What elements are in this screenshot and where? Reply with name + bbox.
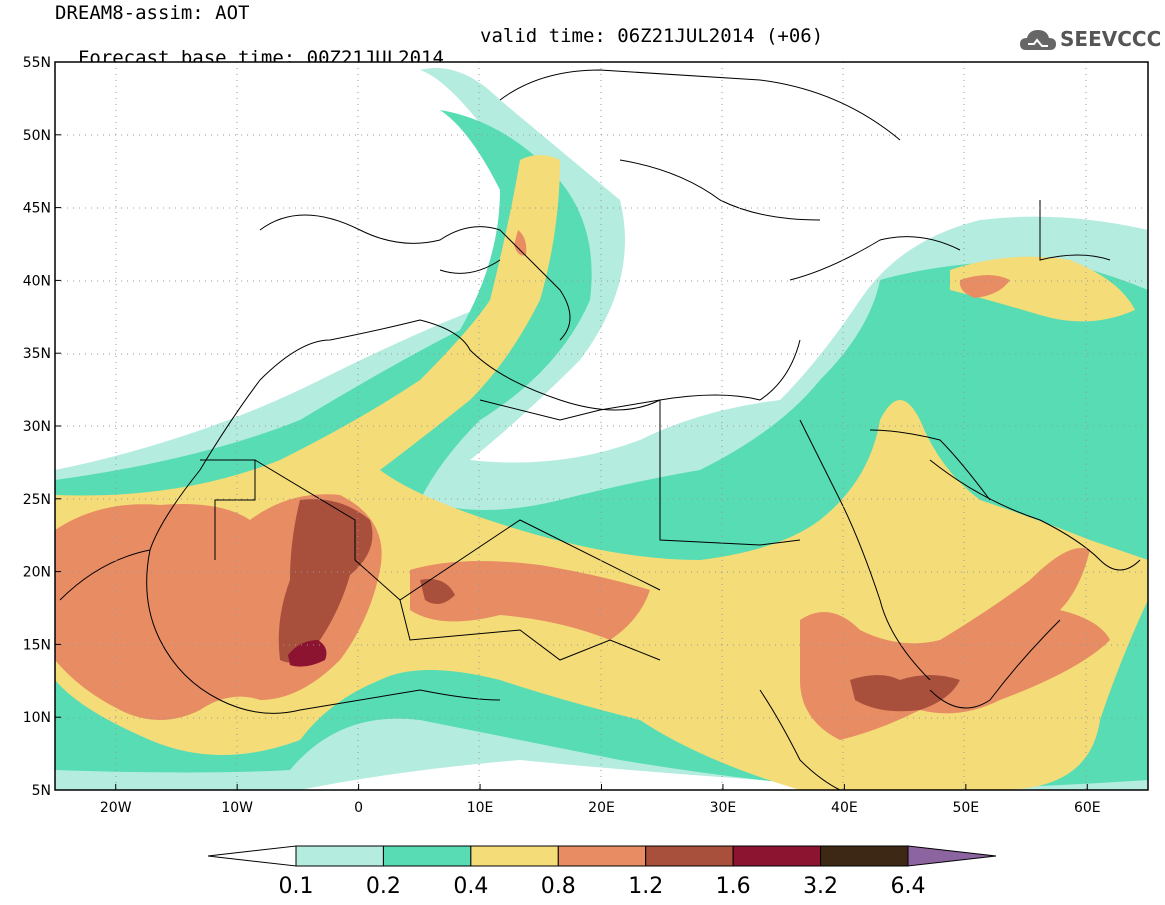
colorbar-swatch bbox=[820, 845, 909, 867]
lon-tick-label: 60E bbox=[1074, 800, 1101, 816]
lon-tick-label: 10W bbox=[221, 800, 253, 816]
colorbar-swatch bbox=[295, 845, 384, 867]
aot-level-1.6 bbox=[288, 640, 327, 667]
colorbar-label: 3.2 bbox=[803, 874, 838, 899]
colorbar-label: 0.4 bbox=[453, 874, 488, 899]
lon-tick-label: 50E bbox=[952, 800, 979, 816]
map-title: DREAM8-assim: AOT bbox=[55, 2, 250, 24]
lon-tick-label: 20E bbox=[588, 800, 615, 816]
lat-tick-label: 20N bbox=[23, 565, 51, 581]
lat-tick-label: 10N bbox=[23, 710, 51, 726]
lat-tick-label: 25N bbox=[23, 492, 51, 508]
colorbar-max-arrow bbox=[907, 845, 997, 867]
colorbar-label: 1.2 bbox=[628, 874, 663, 899]
colorbar-swatch bbox=[732, 845, 822, 867]
colorbar-min-arrow bbox=[207, 845, 297, 867]
grid bbox=[55, 62, 1148, 790]
aot-level-0.8-adriatic bbox=[514, 230, 527, 256]
colorbar-label: 1.6 bbox=[716, 874, 751, 899]
lat-tick-label: 5N bbox=[32, 783, 51, 799]
aot-level-0.8-central bbox=[410, 561, 650, 640]
cloud-icon bbox=[1020, 30, 1056, 50]
colorbar-swatch bbox=[645, 845, 734, 867]
lat-tick-label: 50N bbox=[23, 128, 51, 144]
lat-tick-label: 40N bbox=[23, 273, 51, 289]
lat-tick-label: 45N bbox=[23, 201, 51, 217]
lon-tick-label: 10E bbox=[467, 800, 494, 816]
colorbar-label: 0.1 bbox=[279, 874, 314, 899]
aot-level-0.4-north bbox=[950, 256, 1135, 322]
coastlines-borders bbox=[59, 69, 1141, 790]
colorbar-label: 0.8 bbox=[541, 874, 576, 899]
seevccc-logo: SEEVCCC bbox=[1018, 24, 1162, 56]
colorbar-swatch bbox=[470, 845, 559, 867]
colorbar-swatch bbox=[557, 845, 647, 867]
colorbar-swatch bbox=[382, 845, 472, 867]
colorbar-label: 0.2 bbox=[366, 874, 401, 899]
aot-level-1.2-east bbox=[850, 675, 960, 712]
lat-tick-label: 15N bbox=[23, 637, 51, 653]
lat-tick-label: 30N bbox=[23, 419, 51, 435]
logo-text: SEEVCCC bbox=[1060, 27, 1162, 51]
colorbar-label: 6.4 bbox=[891, 874, 926, 899]
valid-time: valid time: 06Z21JUL2014 (+06) bbox=[480, 25, 824, 47]
aot-level-1.2 bbox=[278, 499, 373, 663]
aot-level-1.2-central bbox=[420, 579, 455, 604]
lon-tick-label: 20W bbox=[100, 800, 132, 816]
lon-tick-label: 0 bbox=[354, 800, 363, 816]
lat-tick-label: 55N bbox=[23, 55, 51, 71]
longitude-axis: 20W 10W 0 10E 20E 30E 40E 50E 60E bbox=[100, 784, 1101, 816]
latitude-axis: 55N 50N 45N 40N 35N 30N 25N 20N 15N 10N 5N bbox=[23, 55, 61, 799]
lat-tick-label: 35N bbox=[23, 346, 51, 362]
lon-tick-label: 40E bbox=[831, 800, 858, 816]
lon-tick-label: 30E bbox=[710, 800, 737, 816]
